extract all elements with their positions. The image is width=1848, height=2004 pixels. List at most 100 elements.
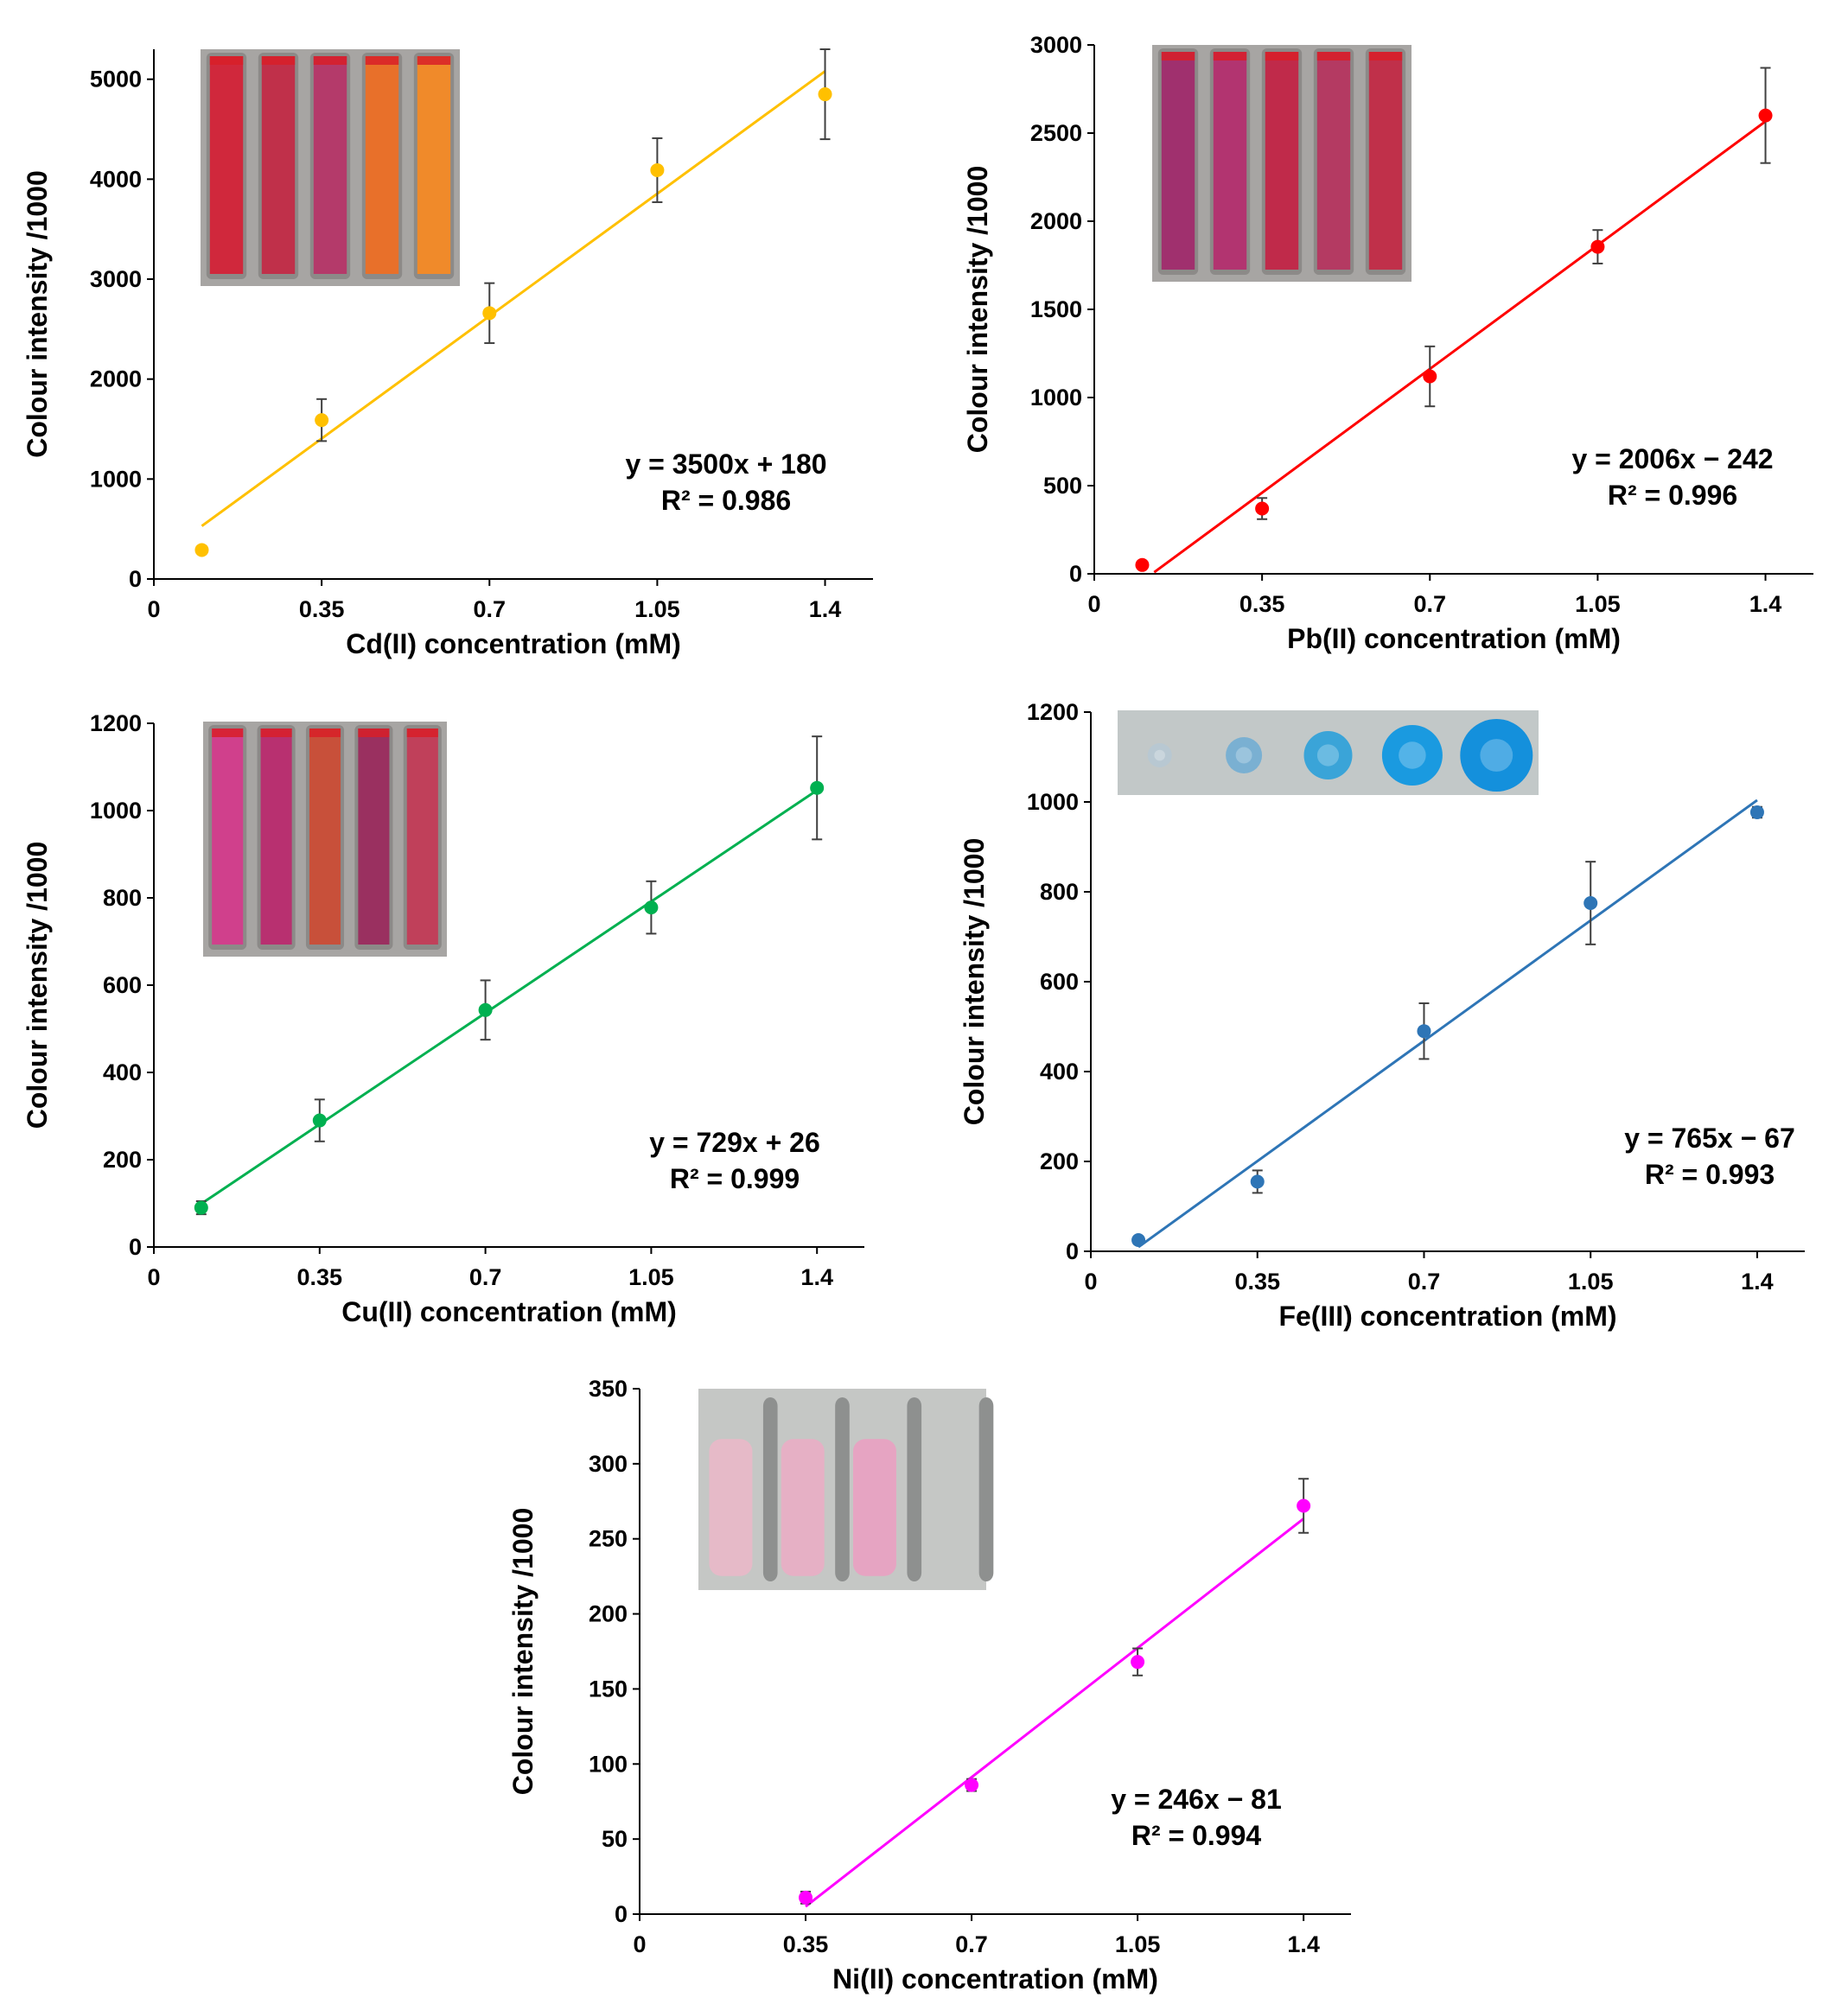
x-tick-label: 0.35 <box>1234 1269 1280 1295</box>
tube <box>1161 52 1195 270</box>
x-tick-label: 0.35 <box>783 1931 829 1957</box>
x-tick-label: 1.05 <box>628 1264 674 1290</box>
tube <box>1368 52 1403 270</box>
x-tick-label: 0.7 <box>1413 591 1446 617</box>
y-tick-label: 0 <box>1066 1238 1079 1264</box>
data-point <box>1250 1174 1265 1189</box>
y-tick-label: 1000 <box>1027 789 1079 815</box>
y-tick-label: 1000 <box>1030 385 1082 410</box>
spot-center <box>1316 744 1340 767</box>
y-tick-label: 3000 <box>1030 32 1082 58</box>
trend-equation: y = 729x + 26 <box>649 1127 820 1158</box>
trend-equation: y = 3500x + 180 <box>625 449 826 480</box>
y-tick-label: 400 <box>1040 1059 1079 1085</box>
y-tick-label: 2500 <box>1030 120 1082 146</box>
spot <box>1381 725 1443 786</box>
y-tick-label: 100 <box>589 1751 628 1777</box>
y-tick-label: 200 <box>589 1601 628 1627</box>
x-tick-label: 1.4 <box>1741 1269 1774 1295</box>
well-liquid <box>709 1439 753 1576</box>
tube-top <box>1213 52 1247 60</box>
y-tick-label: 4000 <box>90 166 142 192</box>
tube-top <box>212 728 244 737</box>
data-point <box>482 306 497 321</box>
y-tick-label: 1000 <box>90 798 142 824</box>
tube-top <box>1161 52 1195 60</box>
tube <box>1265 52 1299 270</box>
y-tick-label: 1200 <box>90 710 142 736</box>
tube-top <box>309 728 341 737</box>
x-tick-label: 0.7 <box>955 1931 988 1957</box>
y-tick-label: 150 <box>589 1676 628 1702</box>
trendline <box>200 789 819 1206</box>
spot-center <box>1399 741 1426 769</box>
chart-panel-3: 0 200 400 600 800 1000 1200 0 0.35 0.7 1.05 1.4 Fe(I… <box>959 699 1805 1332</box>
y-tick-label: 600 <box>1040 969 1079 995</box>
tube-top <box>260 728 292 737</box>
y-tick-label: 2000 <box>1030 208 1082 234</box>
data-point <box>1758 108 1773 123</box>
tube <box>261 56 296 274</box>
trendline <box>805 1517 1305 1908</box>
y-tick-label: 600 <box>103 972 142 998</box>
y-tick-label: 3000 <box>90 266 142 292</box>
y-tick-label: 400 <box>103 1059 142 1085</box>
spot-center <box>1154 749 1165 761</box>
x-tick-label: 1.4 <box>800 1264 833 1290</box>
spot <box>1226 737 1263 773</box>
y-axis-title: Colour intensity /1000 <box>959 838 990 1126</box>
x-tick-label: 0.35 <box>1239 591 1285 617</box>
data-point <box>194 1200 208 1215</box>
x-tick-label: 0.35 <box>299 596 345 622</box>
inset-photo <box>201 49 460 286</box>
y-tick-label: 0 <box>129 566 142 592</box>
trend-equation: y = 246x − 81 <box>1111 1784 1282 1815</box>
tube <box>260 728 292 945</box>
trend-equation: y = 765x − 67 <box>1624 1123 1795 1154</box>
data-point <box>799 1890 813 1905</box>
x-tick-label: 0.7 <box>1408 1269 1441 1295</box>
tube-top <box>209 56 244 65</box>
y-tick-label: 1200 <box>1027 699 1079 725</box>
data-point <box>650 162 665 177</box>
data-point <box>1297 1498 1311 1513</box>
tube-top <box>406 728 438 737</box>
tube-top <box>1265 52 1299 60</box>
well-divider <box>907 1397 922 1581</box>
data-point <box>965 1778 979 1792</box>
y-tick-label: 1000 <box>90 466 142 492</box>
data-point <box>312 1113 327 1128</box>
x-tick-label: 0 <box>147 1264 160 1290</box>
data-point <box>1131 1233 1146 1247</box>
trend-equation: y = 2006x − 242 <box>1571 443 1773 474</box>
x-tick-label: 0 <box>1084 1269 1097 1295</box>
x-tick-label: 0 <box>147 596 160 622</box>
tube-top <box>261 56 296 65</box>
spot <box>1303 731 1353 779</box>
tube <box>406 728 438 945</box>
spot-center <box>1235 747 1252 764</box>
data-point <box>1584 896 1598 910</box>
x-tick-label: 1.05 <box>1115 1931 1161 1957</box>
x-tick-label: 1.05 <box>1568 1269 1614 1295</box>
tube <box>1316 52 1351 270</box>
x-axis-title: Cd(II) concentration (mM) <box>346 628 681 659</box>
data-point <box>478 1002 493 1017</box>
tube <box>358 728 390 945</box>
y-tick-label: 1500 <box>1030 296 1082 322</box>
r-squared: R² = 0.996 <box>1608 480 1737 511</box>
y-axis-title: Colour intensity /1000 <box>22 842 53 1129</box>
inset-photo <box>698 1389 994 1590</box>
y-tick-label: 0 <box>1069 561 1082 587</box>
data-point <box>315 413 329 428</box>
y-tick-label: 50 <box>602 1826 628 1852</box>
y-axis-title: Colour intensity /1000 <box>22 170 53 458</box>
well-divider <box>835 1397 850 1581</box>
x-axis-title: Cu(II) concentration (mM) <box>341 1296 677 1327</box>
x-axis-title: Pb(II) concentration (mM) <box>1287 623 1621 654</box>
r-squared: R² = 0.994 <box>1131 1820 1262 1851</box>
r-squared: R² = 0.993 <box>1645 1159 1775 1190</box>
data-point <box>1131 1655 1145 1670</box>
data-point <box>810 780 825 795</box>
